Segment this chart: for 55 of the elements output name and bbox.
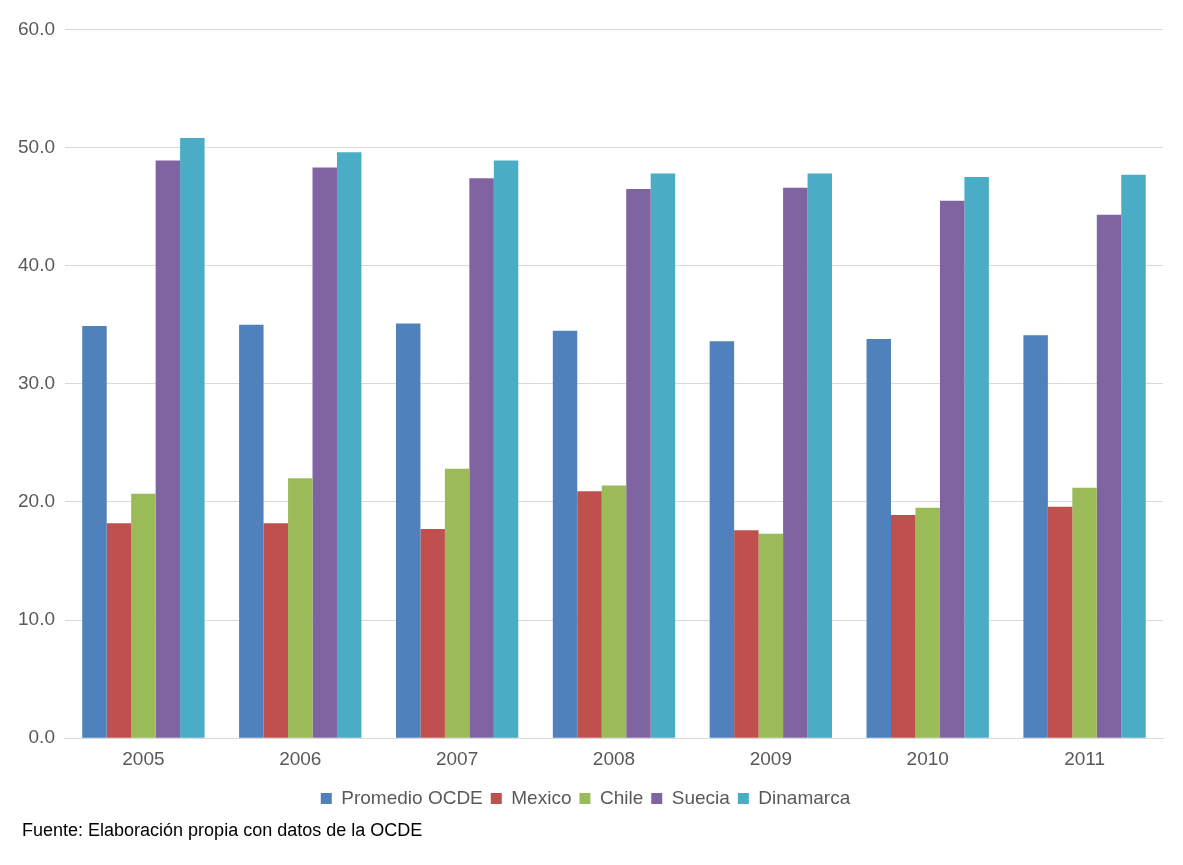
legend-label: Mexico (511, 786, 572, 808)
legend-label: Suecia (671, 786, 731, 808)
legend-label: Dinamarca (758, 786, 851, 808)
legend-label: Chile (599, 786, 644, 808)
bar (758, 533, 784, 738)
bar (444, 468, 470, 738)
x-tick-label: 2006 (279, 747, 322, 769)
bar (626, 188, 651, 738)
y-tick-label: 30.0 (18, 372, 55, 394)
bar (1023, 335, 1048, 738)
bar (469, 178, 494, 738)
bar (866, 338, 892, 738)
bar (783, 187, 808, 738)
bar (336, 152, 362, 738)
bar (1121, 174, 1146, 738)
bar (395, 323, 421, 738)
y-tick-label: 40.0 (18, 253, 55, 275)
bar (493, 160, 519, 738)
x-tick-label: 2009 (749, 747, 792, 769)
x-tick-label: 2011 (1064, 747, 1105, 769)
x-tick-label: 2005 (122, 747, 165, 769)
bar (1096, 214, 1122, 738)
bar (577, 491, 602, 738)
bar (1072, 487, 1097, 738)
bar (155, 160, 181, 738)
bar (734, 530, 759, 738)
y-tick-label: 0.0 (28, 726, 55, 748)
bar (180, 138, 205, 738)
bar (891, 514, 916, 738)
x-tick-label: 2008 (592, 747, 636, 769)
x-tick-label: 2010 (906, 747, 949, 769)
bar (420, 529, 445, 738)
legend-label: Promedio OCDE (341, 786, 483, 808)
x-tick-label: 2007 (435, 747, 479, 769)
bar (650, 173, 676, 738)
bar (131, 493, 156, 738)
bar (106, 523, 132, 738)
bar (964, 177, 989, 738)
bar (939, 200, 965, 738)
bar (1047, 506, 1073, 738)
y-tick-label: 50.0 (18, 135, 55, 157)
y-tick-label: 60.0 (18, 17, 55, 39)
bar (288, 478, 313, 738)
bar (82, 325, 107, 738)
bar (709, 341, 735, 738)
bar (915, 507, 940, 738)
bar (601, 485, 627, 738)
y-tick-label: 10.0 (18, 608, 55, 630)
bar (807, 173, 833, 738)
bar (552, 330, 578, 738)
bar (263, 523, 289, 738)
bar (312, 167, 337, 738)
source-note: Fuente: Elaboración propia con datos de la OCDE (22, 820, 424, 841)
bar (239, 324, 264, 738)
y-tick-label: 20.0 (18, 490, 55, 512)
